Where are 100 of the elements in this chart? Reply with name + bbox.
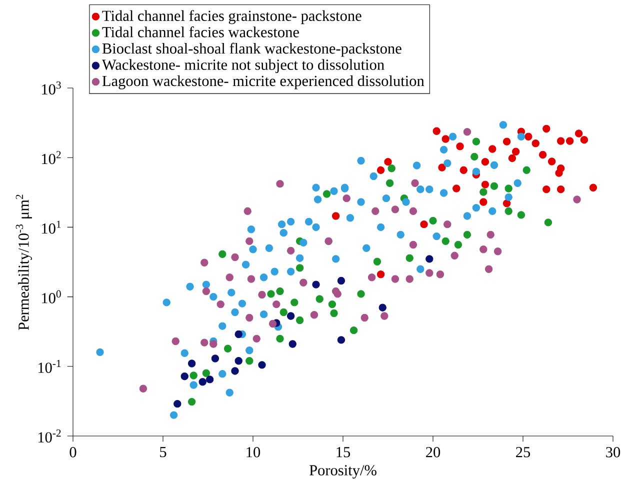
point: [502, 200, 511, 208]
point: [452, 184, 460, 192]
point: [246, 314, 254, 322]
point: [580, 136, 588, 144]
y-tick-label: 10$^{-1}$: [38, 360, 61, 373]
point: [488, 145, 496, 153]
point: [310, 311, 318, 319]
point: [188, 360, 196, 368]
point: [406, 275, 414, 283]
point: [210, 340, 218, 348]
point: [542, 124, 550, 133]
point: [480, 246, 488, 254]
point: [224, 344, 232, 352]
point: [276, 334, 284, 343]
point: [198, 378, 206, 386]
point: [406, 254, 414, 262]
y-axis-title: Permeability/10$^{-3}$ μm$^{2}$: [16, 194, 32, 330]
point: [386, 179, 394, 187]
point: [234, 357, 242, 365]
point: [574, 130, 583, 138]
point: [180, 372, 188, 380]
point: [280, 308, 288, 316]
legend-label: Bioclast shoal-shoal flank wackestone-packstone: [102, 42, 402, 57]
point: [372, 207, 380, 216]
point: [480, 188, 488, 196]
point: [454, 240, 462, 249]
point: [436, 270, 444, 278]
point: [480, 198, 488, 206]
point: [517, 211, 526, 219]
point: [391, 275, 400, 283]
point: [470, 152, 478, 161]
point: [316, 295, 324, 303]
point: [211, 354, 220, 362]
point: [296, 264, 304, 272]
x-tick-label: 20: [426, 447, 440, 458]
point: [276, 287, 284, 296]
point: [360, 314, 368, 322]
point: [296, 316, 304, 324]
point: [258, 290, 266, 299]
x-tick-label: 25: [516, 447, 530, 458]
point: [438, 164, 446, 172]
point: [502, 138, 511, 146]
point: [322, 190, 331, 198]
point: [376, 270, 385, 278]
point: [460, 166, 468, 174]
point: [542, 185, 550, 194]
x-axis-title: Porosity/%: [309, 465, 376, 479]
point: [139, 384, 148, 392]
point: [290, 298, 298, 306]
y-tick-label: 10$^{1}$: [42, 220, 61, 234]
y-tick-label: 10$^{2}$: [42, 151, 61, 164]
point: [268, 320, 277, 328]
point: [244, 207, 252, 216]
point: [300, 278, 308, 286]
point: [409, 240, 418, 249]
point: [556, 185, 565, 194]
point: [272, 300, 280, 308]
point: [202, 369, 210, 377]
point: [384, 158, 392, 166]
point: [231, 367, 239, 375]
point: [555, 169, 563, 177]
point: [522, 166, 530, 174]
point: [548, 158, 556, 166]
point: [337, 276, 346, 285]
point: [490, 182, 498, 190]
point: [376, 166, 385, 174]
point: [286, 312, 295, 320]
point: [218, 250, 226, 258]
point: [508, 154, 516, 162]
point: [190, 372, 198, 380]
point: [556, 137, 565, 145]
point: [444, 220, 452, 228]
point: [200, 338, 208, 346]
point: [486, 230, 494, 239]
point: [328, 300, 336, 308]
point: [206, 376, 214, 384]
point: [472, 138, 480, 146]
point: [456, 142, 464, 150]
point: [202, 287, 210, 296]
point: [484, 265, 493, 273]
y-tick-label: 10$^{-2}$: [38, 429, 61, 443]
point: [380, 312, 388, 320]
point: [312, 280, 320, 288]
point: [391, 206, 400, 214]
point: [504, 207, 512, 216]
point: [442, 135, 450, 143]
point: [463, 128, 472, 136]
point: [216, 300, 224, 308]
point: [426, 255, 434, 263]
point: [512, 148, 520, 156]
point: [532, 140, 540, 148]
point: [188, 398, 196, 406]
point: [373, 258, 382, 266]
x-tick-label: 0: [70, 447, 76, 458]
point: [450, 252, 458, 260]
point: [378, 304, 386, 312]
point: [276, 180, 284, 188]
point: [494, 247, 502, 256]
point: [247, 275, 256, 283]
point: [172, 337, 180, 346]
